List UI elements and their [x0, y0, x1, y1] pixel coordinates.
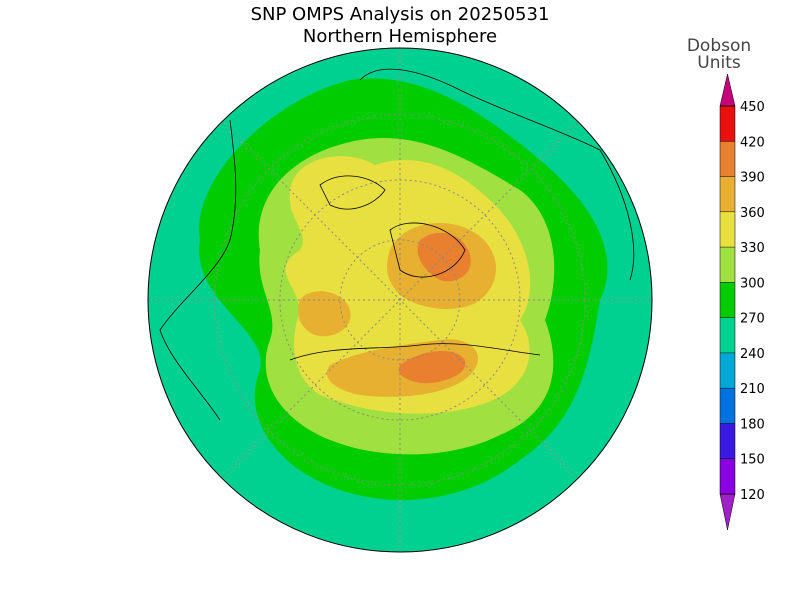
colorbar-segment — [720, 317, 735, 353]
colorbar: 120 150 180 210 240 270 300 330 360 390 420 450 — [719, 73, 765, 531]
colorbar-segment — [720, 141, 735, 177]
colorbar-tick-label: 270 — [740, 312, 765, 327]
colorbar-segment — [720, 176, 735, 212]
colorbar-tick-label: 300 — [740, 276, 765, 291]
colorbar-segment — [720, 388, 735, 424]
colorbar-label: Units — [697, 53, 741, 73]
colorbar-tick-label: 180 — [740, 417, 765, 432]
title: SNP OMPS Analysis on 20250531 — [251, 4, 550, 25]
colorbar-tick-label: 120 — [740, 488, 765, 503]
coastlines — [159, 68, 635, 421]
colorbar-segment — [720, 423, 735, 459]
colorbar-tick-label: 150 — [740, 453, 765, 468]
colorbar-segment — [720, 352, 735, 389]
colorbar-cap-low — [719, 493, 736, 531]
colorbar-tick-label: 240 — [740, 347, 765, 362]
colorbar-tick-label: 210 — [740, 382, 765, 397]
colorbar-segment — [720, 106, 735, 142]
colorbar-segment — [720, 458, 735, 494]
colorbar-tick-label: 420 — [740, 135, 765, 150]
graticule — [148, 48, 652, 552]
colorbar-tick-label: 390 — [740, 171, 765, 186]
subtitle: Northern Hemisphere — [303, 26, 497, 47]
colorbar-tick-label: 450 — [740, 100, 765, 115]
colorbar-segment — [720, 282, 735, 318]
map — [147, 47, 653, 553]
colorbar-segment — [720, 247, 735, 283]
colorbar-tick-label: 330 — [740, 241, 765, 256]
colorbar-label: Dobson — [687, 36, 751, 56]
colorbar-segment — [720, 211, 735, 248]
colorbar-tick-label: 360 — [740, 206, 765, 221]
colorbar-cap-high — [719, 73, 736, 107]
